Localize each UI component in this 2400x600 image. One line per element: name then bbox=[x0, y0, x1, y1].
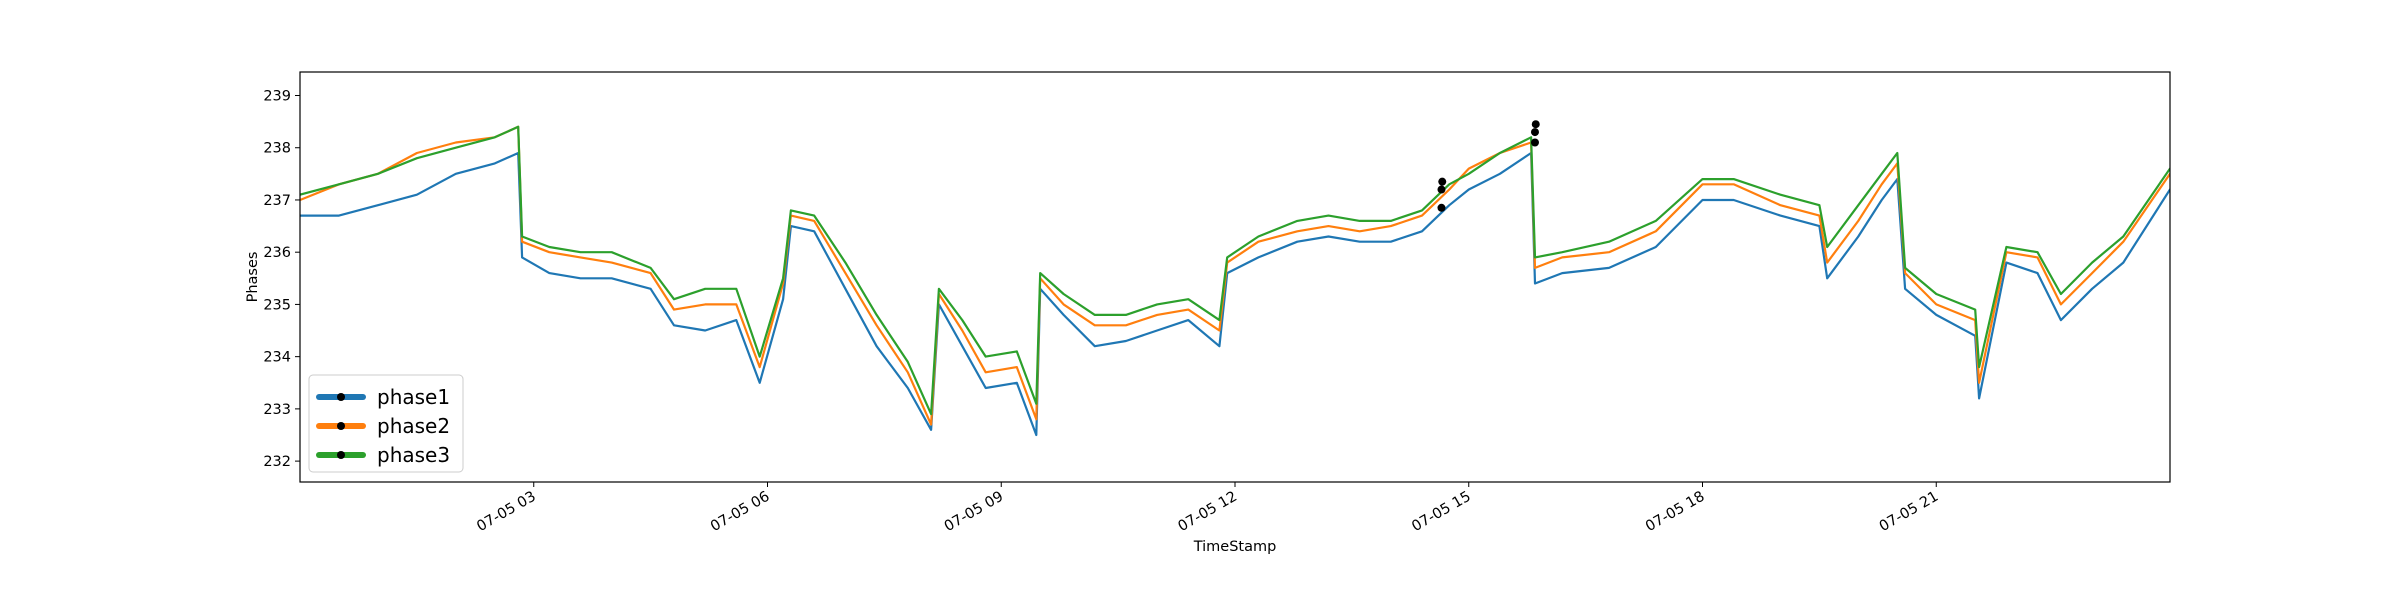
legend: phase1 phase2 phase3 bbox=[308, 374, 464, 473]
marker-point-6 bbox=[1531, 120, 1540, 129]
legend-label-phase1: phase1 bbox=[377, 385, 450, 409]
y-tick-label: 236 bbox=[263, 245, 291, 261]
y-tick-label: 237 bbox=[263, 193, 291, 209]
marker-point-4 bbox=[1530, 138, 1539, 147]
marker-point-5 bbox=[1530, 128, 1539, 137]
legend-marker-phase3 bbox=[337, 451, 345, 459]
legend-marker-phase2 bbox=[337, 422, 345, 430]
y-tick-label: 238 bbox=[263, 141, 291, 157]
marker-point-1 bbox=[1437, 203, 1446, 212]
series-markers bbox=[1437, 120, 1540, 212]
y-axis-ticks: 232 233 234 235 236 237 238 239 bbox=[263, 89, 300, 470]
y-tick-label: 233 bbox=[263, 402, 291, 418]
x-axis-label: TimeStamp bbox=[1193, 539, 1277, 555]
legend-label-phase2: phase2 bbox=[377, 414, 450, 438]
series-line-phase3 bbox=[300, 125, 2170, 416]
y-axis-label: Phases bbox=[245, 252, 261, 303]
y-tick-label: 232 bbox=[263, 454, 291, 470]
y-tick-label: 235 bbox=[263, 297, 291, 313]
series-line-phase1 bbox=[300, 151, 2170, 437]
legend-label-phase3: phase3 bbox=[377, 443, 450, 467]
marker-point-2 bbox=[1437, 185, 1446, 194]
y-tick-label: 239 bbox=[263, 89, 291, 105]
y-tick-label: 234 bbox=[263, 350, 291, 366]
series-line-phase2 bbox=[300, 125, 2170, 426]
marker-point-3 bbox=[1438, 177, 1447, 186]
series-lines bbox=[300, 125, 2170, 437]
legend-marker-phase1 bbox=[337, 393, 345, 401]
